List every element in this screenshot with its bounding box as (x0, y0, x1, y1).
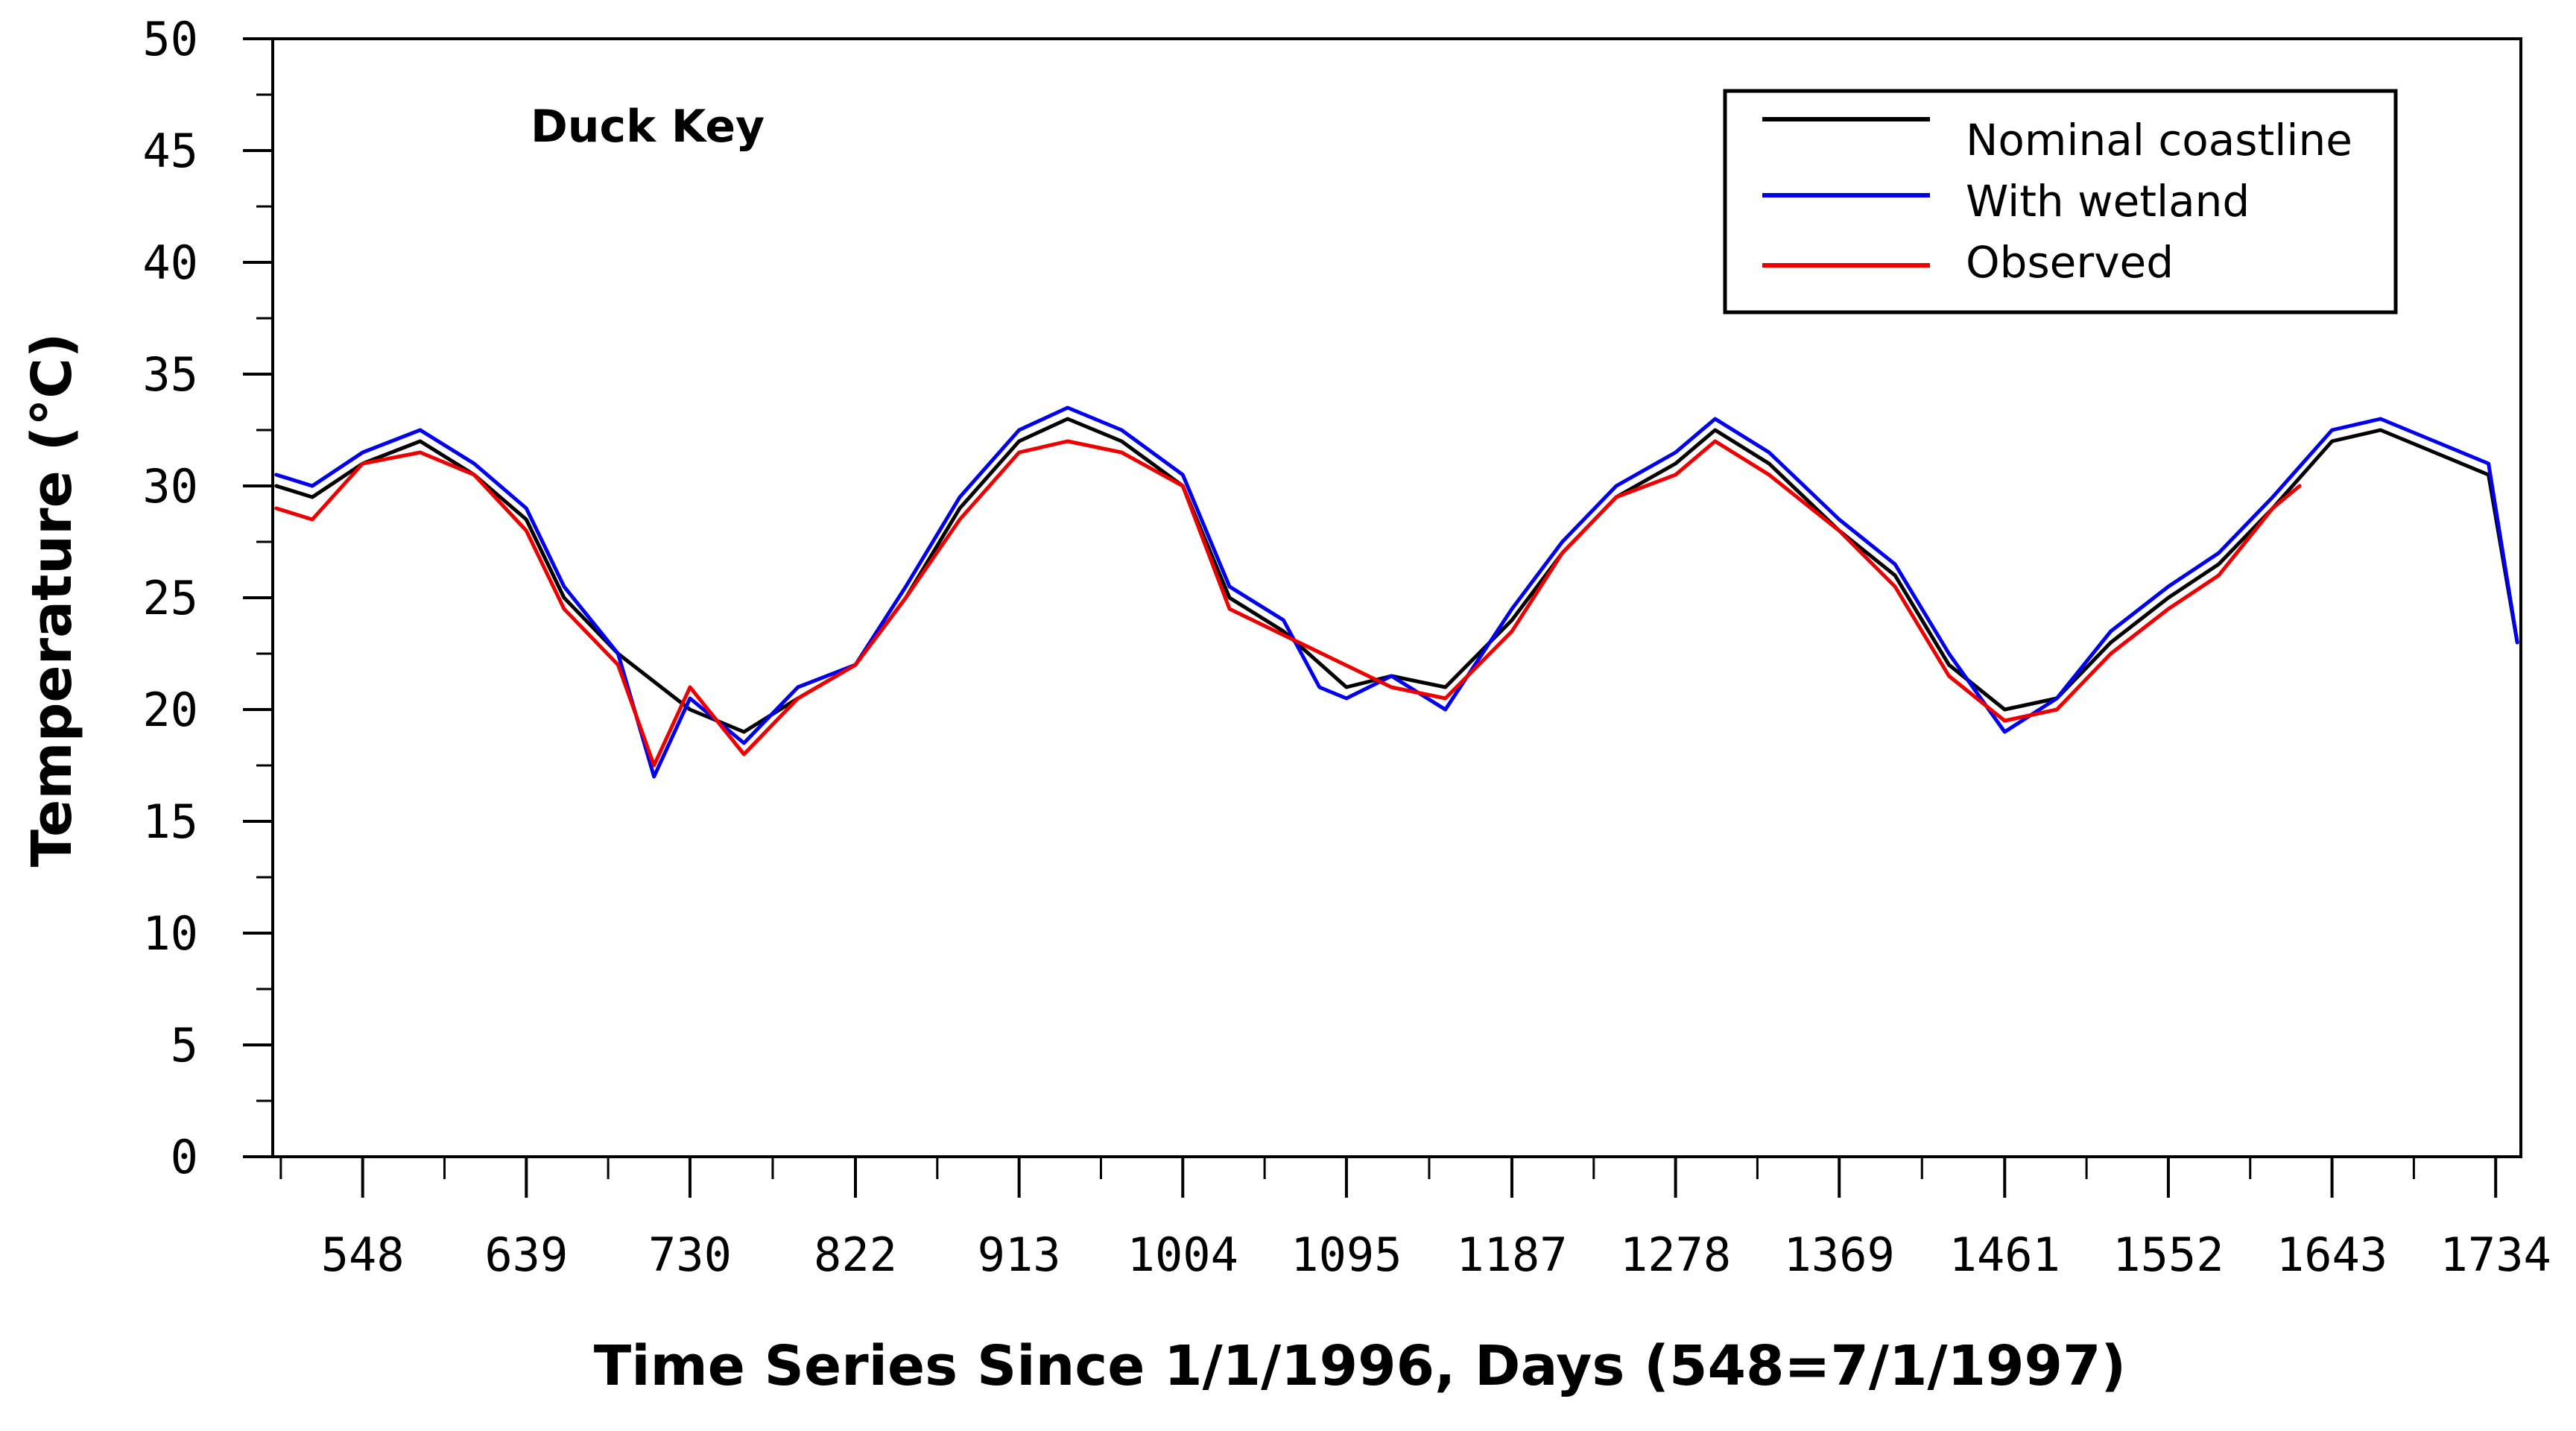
y-tick-label: 15 (142, 795, 198, 849)
legend-label-observed: Observed (1966, 237, 2174, 288)
x-tick-label: 822 (814, 1228, 897, 1282)
y-tick-label: 30 (142, 459, 198, 514)
x-tick-label: 548 (321, 1228, 405, 1282)
chart-title: Duck Key (531, 101, 765, 153)
y-tick-label: 50 (142, 12, 198, 66)
x-axis-label: Time Series Since 1/1/1996, Days (548=7/… (594, 1334, 2127, 1398)
x-tick-label: 1734 (2440, 1228, 2551, 1282)
x-axis: 548 639 730 822 913 1004 1095 1187 1278 1369 1461 1… (279, 1157, 2551, 1282)
x-tick-label: 639 (484, 1228, 568, 1282)
y-tick-label: 35 (142, 347, 198, 402)
y-tick-label: 40 (142, 236, 198, 290)
x-tick-label: 913 (978, 1228, 1061, 1282)
x-tick-label: 730 (648, 1228, 732, 1282)
x-tick-label: 1643 (2276, 1228, 2387, 1282)
x-tick-label: 1552 (2113, 1228, 2224, 1282)
legend-box (1723, 89, 2398, 315)
y-tick-label: 25 (142, 571, 198, 625)
legend-label-with-wetland: With wetland (1966, 176, 2250, 227)
x-tick-label: 1278 (1620, 1228, 1731, 1282)
y-tick-label: 5 (171, 1018, 198, 1073)
y-tick-label: 45 (142, 124, 198, 178)
y-tick-label: 10 (142, 906, 198, 961)
x-tick-label: 1461 (1949, 1228, 2060, 1282)
x-tick-label: 1187 (1456, 1228, 1567, 1282)
series-line-observed (274, 439, 2302, 768)
legend-label-nominal-coastline: Nominal coastline (1966, 115, 2352, 165)
x-tick-label: 1004 (1127, 1228, 1238, 1282)
x-tick-label: 1095 (1291, 1228, 1402, 1282)
y-axis: 0 5 10 15 20 25 30 35 40 45 50 (142, 12, 273, 1184)
x-tick-label: 1369 (1784, 1228, 1895, 1282)
y-tick-label: 20 (142, 683, 198, 737)
legend: Nominal coastline With wetland Observed (1723, 89, 2398, 315)
y-tick-label: 0 (171, 1130, 198, 1184)
y-axis-label: Temperature (°C) (20, 333, 84, 868)
series-layer (274, 405, 2519, 779)
